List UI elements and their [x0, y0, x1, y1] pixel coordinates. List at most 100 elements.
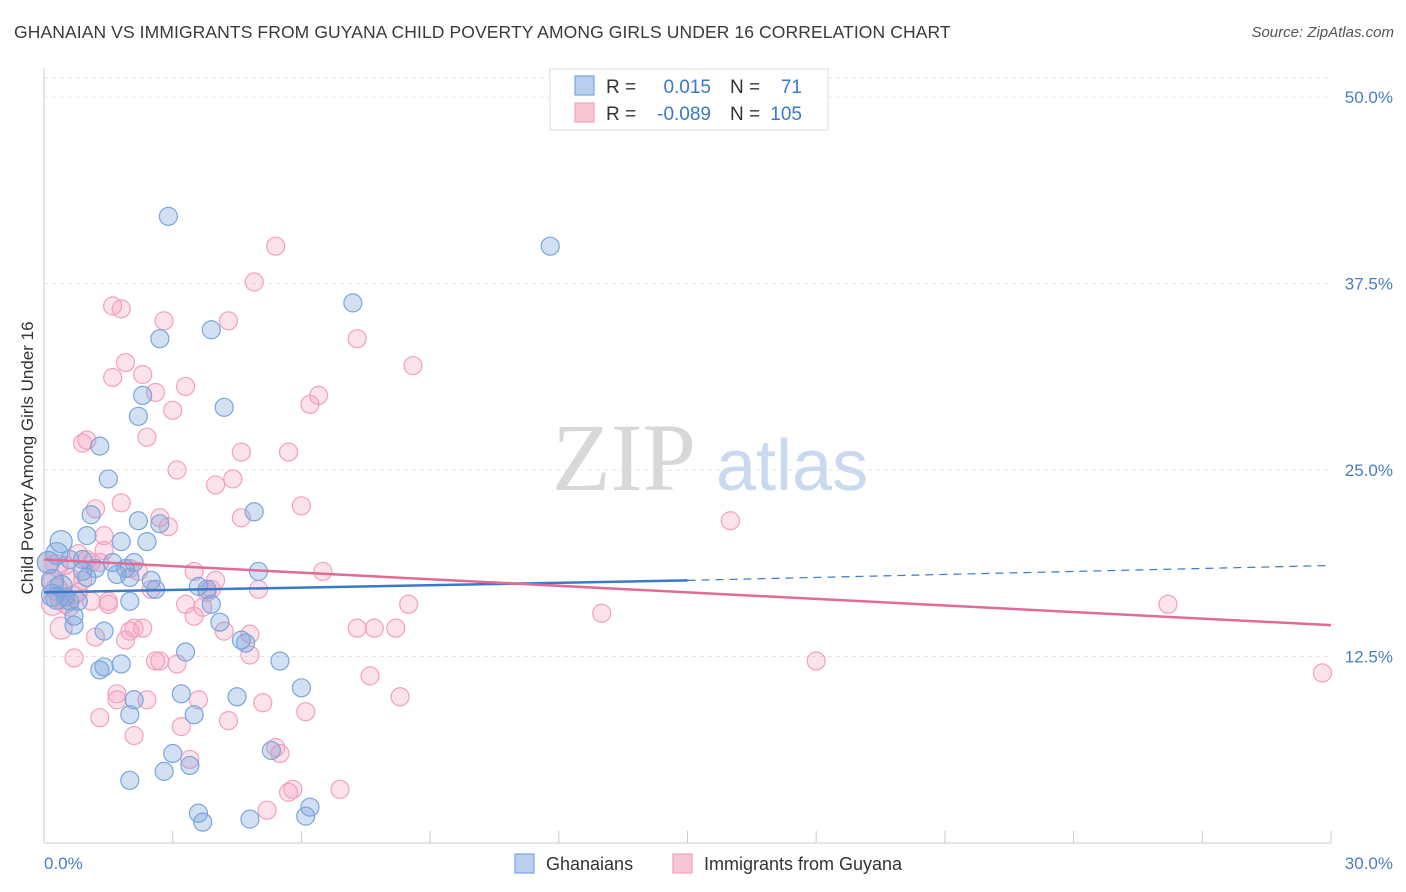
point-1-98: [133, 618, 153, 638]
point-0-18: [90, 436, 110, 456]
point-1-93: [806, 651, 826, 671]
point-0-34: [120, 770, 140, 790]
bottom-legend-label-ghanaians: Ghanaians: [546, 854, 633, 874]
y-axis-tick-labels: 12.5% 25.0% 37.5% 50.0%: [1345, 88, 1393, 667]
point-0-17: [85, 558, 106, 579]
point-0-30: [124, 552, 144, 573]
legend-box: R = 0.015 N = 71 R = -0.089 N = 105: [549, 68, 829, 131]
point-0-56: [214, 397, 234, 417]
point-1-92: [720, 511, 741, 531]
point-0-48: [184, 705, 204, 725]
point-1-36: [133, 364, 153, 385]
point-0-45: [171, 684, 191, 704]
trend-line-guyana: [43, 558, 1332, 627]
point-1-42: [150, 651, 170, 671]
point-1-69: [253, 693, 273, 713]
bottom-legend-label-guyana: Immigrants from Guyana: [704, 854, 903, 874]
series-ghanaians-points: [36, 206, 560, 832]
trend-line-ghanaians-extension: [687, 564, 1332, 582]
point-0-42: [154, 761, 174, 781]
point-0-47: [180, 755, 200, 776]
point-1-47: [167, 460, 187, 480]
point-1-94: [1158, 594, 1178, 614]
point-1-88: [390, 687, 410, 707]
point-0-60: [240, 809, 260, 829]
point-1-87: [386, 618, 406, 638]
point-0-32: [120, 705, 140, 725]
point-0-21: [94, 621, 114, 641]
point-0-41: [150, 514, 170, 534]
point-1-77: [291, 496, 311, 516]
point-1-20: [94, 526, 114, 546]
point-0-68: [343, 293, 363, 313]
point-1-86: [364, 618, 384, 638]
y-tick-label-2: 37.5%: [1345, 275, 1393, 294]
watermark-zip: ZIP: [552, 404, 696, 511]
point-1-37: [137, 427, 157, 447]
point-1-81: [313, 561, 333, 582]
point-1-5: [49, 616, 73, 640]
point-1-24: [103, 367, 123, 388]
point-0-66: [296, 806, 316, 826]
point-0-35: [128, 406, 148, 426]
x-tick-label-max: 30.0%: [1345, 854, 1393, 873]
point-1-40: [145, 651, 166, 671]
x-axis-ticks: [43, 831, 1332, 843]
point-0-65: [291, 678, 311, 698]
point-1-74: [278, 442, 299, 462]
series-guyana-points: [36, 236, 1333, 820]
point-1-95: [1312, 663, 1333, 683]
point-0-37: [137, 532, 157, 552]
y-tick-label-1: 25.0%: [1345, 461, 1393, 480]
legend-r-value-2: -0.089: [657, 104, 711, 125]
point-0-0: [36, 550, 60, 575]
legend-r-label-2: R =: [606, 104, 636, 125]
point-0-50: [188, 803, 209, 823]
point-0-31: [128, 511, 148, 531]
point-0-4: [49, 530, 73, 554]
point-1-34: [124, 725, 144, 746]
point-0-54: [201, 320, 221, 340]
point-0-43: [158, 206, 179, 226]
point-0-10: [64, 615, 84, 635]
point-0-40: [150, 329, 170, 349]
point-0-51: [193, 812, 213, 832]
point-1-26: [107, 690, 127, 710]
point-0-29: [120, 567, 140, 588]
point-1-66: [240, 645, 260, 665]
bottom-legend: Ghanaians Immigrants from Guyana: [514, 853, 903, 874]
point-1-64: [231, 442, 251, 462]
point-0-44: [163, 743, 183, 764]
bottom-legend-swatch-guyana: [672, 853, 693, 874]
point-1-82: [330, 779, 350, 799]
point-1-60: [218, 311, 239, 331]
point-1-89: [399, 594, 419, 614]
y-tick-label-0: 12.5%: [1345, 648, 1393, 667]
source-label: Source: ZipAtlas.com: [1251, 24, 1394, 41]
point-0-69: [540, 236, 560, 256]
x-tick-label-min: 0.0%: [44, 854, 83, 873]
point-0-22: [98, 469, 118, 489]
point-0-64: [270, 651, 290, 671]
y-axis-label: Child Poverty Among Girls Under 16: [18, 321, 37, 594]
legend-n-value-2: 105: [770, 104, 802, 125]
point-1-78: [296, 702, 316, 722]
point-1-91: [592, 603, 612, 623]
point-0-53: [201, 594, 221, 614]
point-0-67: [300, 797, 320, 817]
legend-n-value-1: 71: [781, 77, 802, 98]
point-1-71: [266, 236, 286, 256]
point-0-28: [120, 591, 140, 611]
point-1-48: [171, 717, 191, 737]
point-0-36: [133, 385, 153, 405]
point-1-29: [115, 352, 136, 373]
chart-title: GHANAIAN VS IMMIGRANTS FROM GUYANA CHILD…: [14, 22, 951, 42]
point-1-25: [107, 684, 127, 704]
point-1-62: [223, 469, 243, 489]
point-0-25: [111, 654, 131, 674]
point-1-84: [347, 618, 367, 638]
point-1-59: [214, 621, 234, 641]
point-0-16: [81, 505, 101, 525]
legend-n-label-1: N =: [730, 77, 760, 98]
